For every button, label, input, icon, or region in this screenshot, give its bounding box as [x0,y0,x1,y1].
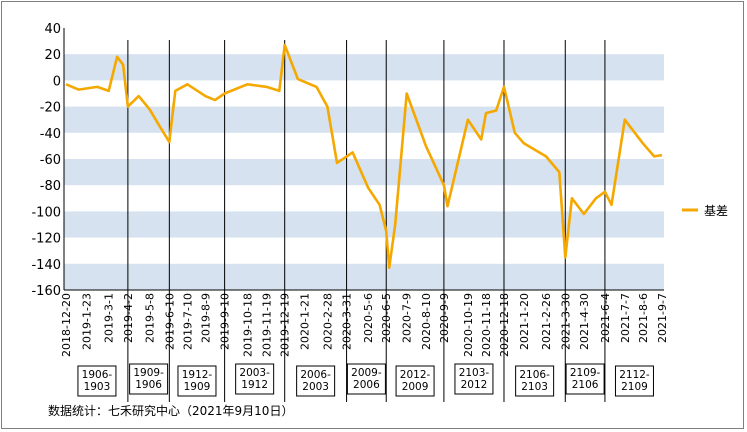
x-tick-label: 2020-8-10 [420,293,433,350]
x-tick-label: 2019-3-1 [103,293,116,343]
y-band [64,106,664,133]
x-tick-label: 2021-2-26 [540,293,553,350]
period-box [235,363,275,395]
legend: 基差 [682,204,728,218]
x-tick-label: 2021-8-6 [637,293,650,343]
period-box [177,365,217,397]
period-box-label: 2103 [521,381,548,393]
period-box-label: 2012 [461,379,488,391]
period-box-label: 2006 [353,379,380,391]
y-band [64,263,664,290]
y-tick-label: -100 [31,205,61,220]
x-tick-label: 2019-7-10 [181,293,194,350]
x-tick-label: 2021-1-20 [518,293,531,350]
y-tick-label: -120 [31,232,61,247]
period-box [346,363,386,395]
period-box-label: 1906 [135,379,162,391]
x-tick-label: 2021-7-7 [619,293,632,343]
period-box-label: 2106- [519,369,550,381]
period-box [296,365,336,397]
period-box-label: 2106 [572,379,599,391]
period-box [614,365,654,397]
period-box-label: 2009- [351,367,382,379]
y-tick-label: -20 [40,101,61,116]
x-tick-label: 2020-6-5 [380,293,393,343]
period-box-label: 1912 [241,379,268,391]
period-box [77,365,117,397]
x-tick-label: 2019-9-10 [219,293,232,350]
period-box-label: 2009 [402,381,429,393]
period-box-label: 1909- [133,367,164,379]
period-dividers [127,40,606,402]
period-box-label: 2012- [400,369,431,381]
period-box [129,363,169,395]
period-box-label: 2006- [300,369,331,381]
period-box-label: 1912- [182,369,213,381]
period-boxes: 1906-1903 1909-1906 1912-1909 2003-1912 2006… [77,363,654,397]
x-tick-label: 2019-6-10 [163,293,176,350]
series-line [65,43,663,270]
x-tick-label: 2021-3-30 [559,293,572,350]
period-box-label: 2109 [621,381,648,393]
y-tick-label: -40 [40,127,61,142]
period-box-label: 2112- [619,369,650,381]
x-tick-label: 2020-1-21 [299,293,312,350]
x-tick-label: 2019-10-18 [241,293,254,357]
x-axis: 2018-12-20 2019-1-23 2019-3-1 2019-4-2 2019-… [60,289,669,357]
x-tick-label: 2019-8-9 [199,293,212,343]
x-tick-label: 2020-2-28 [321,293,334,350]
period-box-label: 1906- [82,369,113,381]
x-tick-label: 2020-10-19 [462,293,475,357]
x-tick-label: 2020-7-9 [401,293,414,343]
period-box-label: 1903 [84,381,111,393]
source-note: 数据统计：七禾研究中心（2021年9月10日） [48,403,293,418]
x-tick-label: 2020-11-18 [480,293,493,357]
y-band [64,54,664,81]
x-tick-label: 2019-5-8 [144,293,157,343]
y-axis: 40 20 0 -20 -40 -60 -80 -100 -120 -140 -160 [31,22,65,299]
x-tick-label: 2020-3-31 [341,293,354,350]
x-tick-label: 2020-12-18 [498,293,511,357]
period-box [454,363,494,395]
x-tick-label: 2019-1-23 [80,293,93,350]
x-tick-label: 2021-4-30 [578,293,591,350]
period-box [515,365,555,397]
x-tick-label: 2020-9-9 [438,293,451,343]
x-tick-label: 2018-12-20 [60,293,73,357]
period-box [565,363,605,395]
y-tick-label: -140 [31,258,61,273]
y-tick-label: 20 [44,48,61,63]
series-basis-line [65,43,663,270]
x-tick-label: 2019-4-2 [122,293,135,343]
legend-label: 基差 [704,204,728,218]
period-box [395,365,435,397]
x-tick-label: 2019-12-19 [279,293,292,357]
x-tick-label: 2021-9-7 [656,293,669,343]
x-tick-label: 2019-11-19 [261,293,274,357]
period-box-label: 2003- [239,367,270,379]
y-tick-label: 0 [53,74,61,89]
period-box-label: 2109- [570,367,601,379]
y-band [64,211,664,238]
period-box-label: 1909 [184,381,211,393]
y-tick-label: 40 [44,22,61,37]
y-tick-label: -80 [40,179,61,194]
period-box-label: 2103- [459,367,490,379]
y-tick-label: -160 [31,284,61,299]
period-box-label: 2003 [302,381,329,393]
y-bands [64,54,664,290]
x-tick-label: 2021-6-4 [599,293,612,343]
x-tick-label: 2020-5-6 [362,293,375,343]
y-tick-label: -60 [40,153,61,168]
